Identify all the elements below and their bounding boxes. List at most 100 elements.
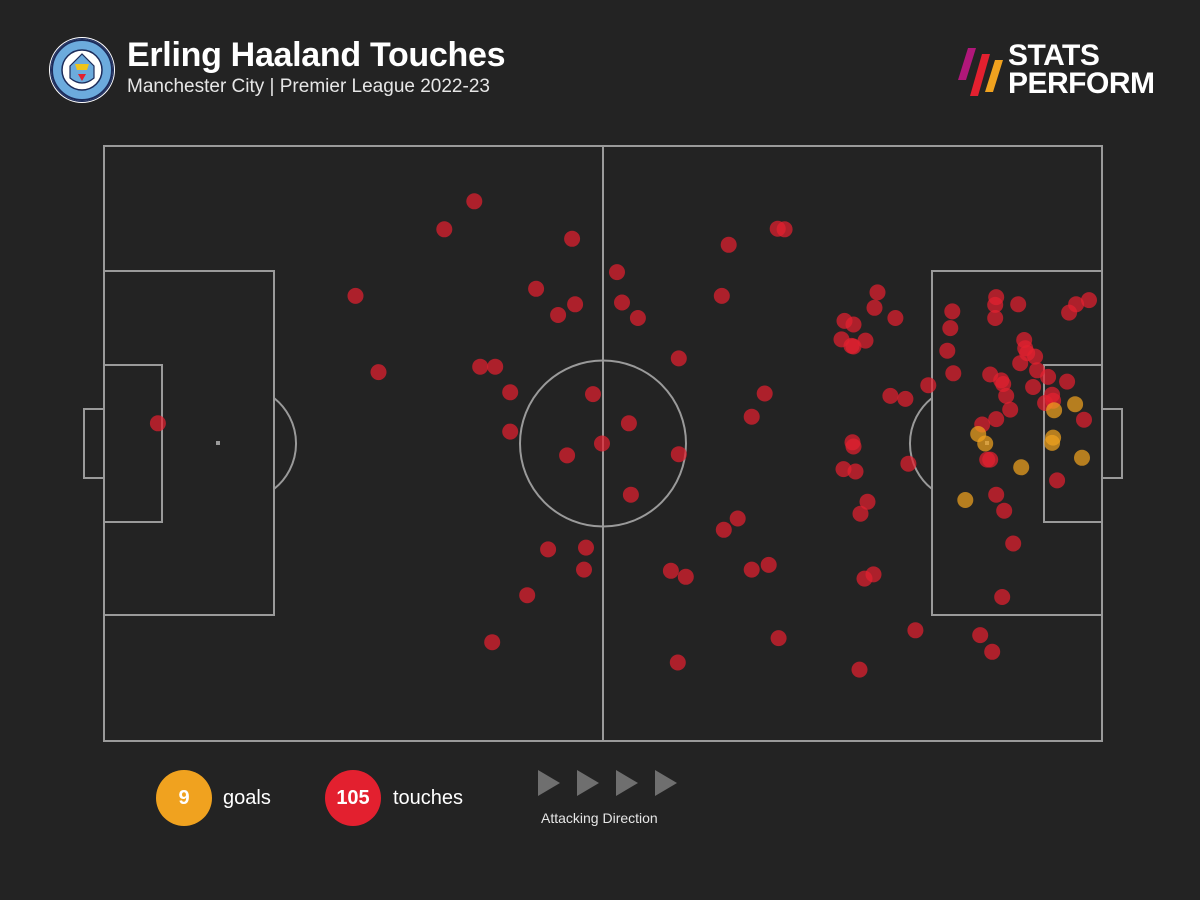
touch-point bbox=[852, 505, 869, 522]
touch-point bbox=[576, 561, 592, 578]
touch-point bbox=[857, 332, 874, 349]
touch-point bbox=[1068, 296, 1085, 313]
touch-point bbox=[897, 390, 914, 407]
touch-point bbox=[436, 221, 453, 238]
goal-point bbox=[1046, 402, 1063, 419]
touch-point bbox=[720, 236, 737, 253]
play-arrow-icon bbox=[577, 770, 599, 796]
brand-wordmark: STATS PERFORM bbox=[1008, 39, 1155, 99]
touch-point bbox=[564, 230, 581, 247]
play-arrow-icon bbox=[616, 770, 638, 796]
touch-point bbox=[662, 562, 679, 579]
goal-point bbox=[977, 435, 994, 452]
right-penalty-box bbox=[931, 270, 1103, 616]
club-badge-icon bbox=[49, 37, 115, 103]
touch-point bbox=[865, 566, 882, 583]
touch-point bbox=[743, 408, 760, 425]
touch-point bbox=[370, 364, 387, 381]
touch-point bbox=[669, 654, 686, 671]
goal-point bbox=[1013, 459, 1030, 476]
left-penalty-arc bbox=[273, 397, 297, 490]
touch-point bbox=[670, 446, 687, 463]
touch-point bbox=[620, 415, 637, 432]
touch-point bbox=[347, 287, 364, 304]
touch-point bbox=[942, 320, 959, 337]
chart-subtitle: Manchester City | Premier League 2022-23 bbox=[127, 76, 490, 97]
touch-point bbox=[835, 461, 852, 478]
touch-point bbox=[1002, 401, 1019, 418]
touch-point bbox=[466, 193, 483, 210]
touch-points bbox=[149, 193, 1097, 678]
touch-point bbox=[866, 299, 883, 316]
touch-point bbox=[622, 486, 639, 503]
play-arrow-icon bbox=[655, 770, 677, 796]
touch-point bbox=[743, 561, 760, 578]
left-penalty-box bbox=[103, 270, 275, 616]
touch-point bbox=[528, 280, 545, 297]
touch-point bbox=[987, 310, 1004, 326]
touch-point bbox=[585, 386, 601, 403]
touch-point bbox=[487, 358, 504, 375]
touch-point bbox=[484, 634, 501, 651]
left-penalty-spot bbox=[216, 441, 220, 445]
touch-point bbox=[944, 303, 961, 320]
touch-point bbox=[713, 287, 730, 304]
touch-point bbox=[567, 296, 584, 313]
centre-circle bbox=[519, 359, 687, 528]
touches-count-badge: 105 bbox=[325, 770, 381, 826]
touch-point bbox=[609, 264, 625, 281]
right-goal bbox=[1101, 408, 1123, 479]
goal-point bbox=[1074, 449, 1090, 466]
attacking-direction-label: Attacking Direction bbox=[541, 810, 658, 826]
touch-point bbox=[859, 493, 876, 510]
goals-count-badge: 9 bbox=[156, 770, 212, 826]
goal-point bbox=[1045, 429, 1062, 446]
touch-point bbox=[1025, 379, 1042, 395]
touch-point bbox=[1044, 386, 1061, 403]
touch-point bbox=[845, 338, 862, 355]
touch-point bbox=[502, 384, 519, 401]
pitch-lines bbox=[83, 145, 1123, 742]
touch-point bbox=[760, 556, 777, 573]
touch-point bbox=[1005, 535, 1022, 552]
goal-point bbox=[957, 492, 974, 508]
touch-point bbox=[972, 627, 989, 644]
touch-point bbox=[887, 310, 904, 326]
touch-point bbox=[882, 387, 899, 404]
touch-point bbox=[1076, 411, 1092, 428]
touch-point bbox=[629, 310, 646, 326]
touch-point bbox=[988, 411, 1005, 428]
brand-line-1: STATS bbox=[1008, 39, 1100, 72]
touch-point bbox=[776, 221, 793, 238]
touch-point bbox=[594, 435, 610, 452]
touch-point bbox=[1010, 296, 1027, 313]
touch-point bbox=[519, 587, 536, 604]
touch-point bbox=[1019, 345, 1036, 362]
touch-point bbox=[729, 510, 746, 527]
touch-point bbox=[845, 438, 862, 455]
touch-point bbox=[1049, 472, 1066, 489]
touch-point bbox=[869, 284, 886, 301]
touch-point bbox=[987, 296, 1004, 313]
touch-point bbox=[715, 521, 732, 538]
touch-point bbox=[1059, 373, 1076, 390]
touch-point bbox=[939, 342, 956, 359]
goal-point bbox=[1067, 396, 1084, 413]
left-goal bbox=[83, 408, 105, 479]
left-six-yard-box bbox=[103, 364, 163, 523]
touch-point bbox=[540, 541, 557, 558]
touch-point bbox=[945, 365, 962, 382]
touch-point bbox=[984, 643, 1001, 660]
play-arrow-icon bbox=[538, 770, 560, 796]
touch-point bbox=[845, 316, 862, 333]
stats-perform-logo-icon bbox=[958, 48, 1003, 96]
touch-point bbox=[559, 447, 576, 464]
goals-label: goals bbox=[223, 787, 271, 809]
touch-point bbox=[1040, 368, 1057, 385]
touch-point bbox=[578, 539, 594, 556]
attacking-direction-arrows bbox=[538, 770, 677, 796]
touch-point bbox=[907, 622, 924, 639]
touch-point bbox=[1081, 292, 1097, 309]
touch-point bbox=[900, 455, 917, 472]
